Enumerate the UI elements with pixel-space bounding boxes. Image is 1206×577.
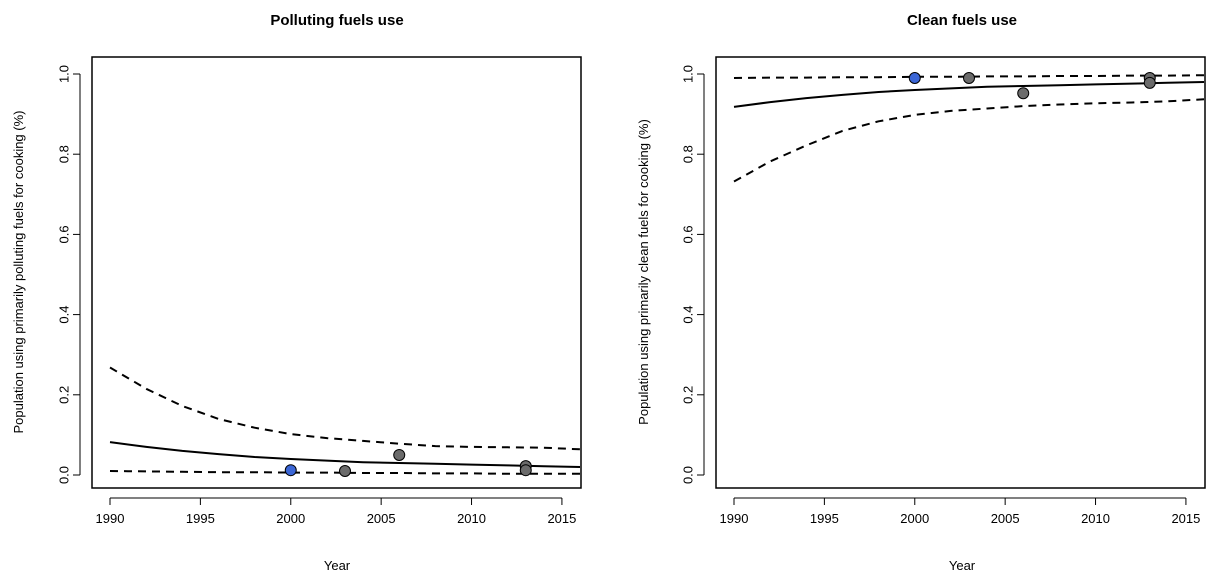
y-tick-label: 0.2 xyxy=(57,386,72,404)
series-estimate xyxy=(109,441,581,468)
x-tick-label: 1990 xyxy=(720,511,749,526)
y-axis: 0.0 0.2 0.4 0.6 0.8 1.0 xyxy=(681,65,705,484)
data-point xyxy=(1017,87,1030,100)
y-tick-label: 0.2 xyxy=(681,386,696,404)
x-tick-label: 2010 xyxy=(457,511,486,526)
y-tick-label: 0.0 xyxy=(57,466,72,484)
clean-fuels-panel: Clean fuels use Year Population using pr… xyxy=(636,12,1206,573)
x-tick-label: 2000 xyxy=(276,511,305,526)
x-tick-label: 2015 xyxy=(547,511,576,526)
data-point xyxy=(393,448,406,461)
x-tick-label: 2005 xyxy=(991,511,1020,526)
x-tick-label: 1995 xyxy=(186,511,215,526)
x-tick-label: 2000 xyxy=(900,511,929,526)
plot-frame xyxy=(715,56,1206,489)
y-tick-label: 1.0 xyxy=(681,65,696,83)
y-axis-label: Population using primarily polluting fue… xyxy=(11,111,26,434)
y-tick-label: 0.4 xyxy=(681,306,696,324)
series-upper-bound xyxy=(109,366,581,451)
y-tick-label: 0.6 xyxy=(681,225,696,243)
y-tick-label: 1.0 xyxy=(57,65,72,83)
x-tick-label: 1990 xyxy=(96,511,125,526)
plot-frame xyxy=(91,56,582,489)
y-axis-label: Population using primarily clean fuels f… xyxy=(636,119,651,425)
x-axis-label: Year xyxy=(324,558,351,573)
y-tick-label: 0.8 xyxy=(681,145,696,163)
y-tick-label: 0.6 xyxy=(57,225,72,243)
x-tick-label: 2015 xyxy=(1171,511,1200,526)
highlighted-data-point xyxy=(284,464,297,477)
y-tick-label: 0.0 xyxy=(681,466,696,484)
series-lower-bound xyxy=(733,98,1205,183)
x-tick-label: 1995 xyxy=(810,511,839,526)
x-axis: 1990 1995 2000 2005 2010 2015 xyxy=(720,497,1200,526)
x-tick-label: 2010 xyxy=(1081,511,1110,526)
data-point xyxy=(339,464,351,477)
x-tick-label: 2005 xyxy=(367,511,396,526)
polluting-fuels-panel: Polluting fuels use Year Population usin… xyxy=(11,12,582,573)
series-estimate xyxy=(733,81,1205,108)
y-axis: 0.0 0.2 0.4 0.6 0.8 1.0 xyxy=(57,65,81,484)
y-tick-label: 0.8 xyxy=(57,145,72,163)
y-tick-label: 0.4 xyxy=(57,306,72,324)
highlighted-data-point xyxy=(908,72,921,85)
x-axis-label: Year xyxy=(949,558,976,573)
chart-title: Polluting fuels use xyxy=(270,12,403,29)
x-axis: 1990 1995 2000 2005 2010 2015 xyxy=(96,497,576,526)
chart-title: Clean fuels use xyxy=(907,12,1017,29)
data-point xyxy=(963,72,975,85)
data-point xyxy=(519,464,532,477)
data-point xyxy=(1143,76,1156,89)
